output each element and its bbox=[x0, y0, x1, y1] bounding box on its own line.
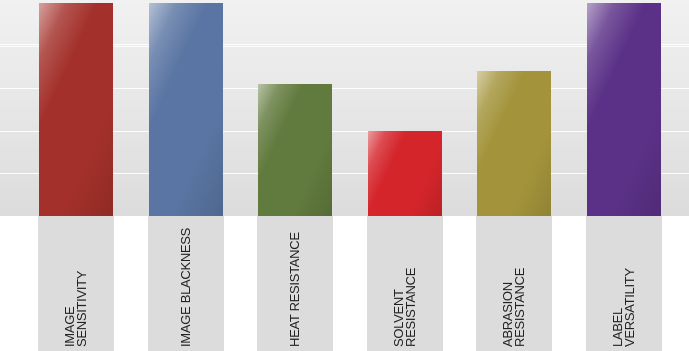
bar-gloss bbox=[587, 3, 661, 216]
category-label: LABEL VERSATILITY bbox=[610, 268, 637, 347]
gridline bbox=[0, 46, 689, 47]
bar-gloss bbox=[39, 3, 113, 216]
category-label: IMAGE SENSITIVITY bbox=[62, 270, 89, 347]
category-label-box: IMAGE SENSITIVITY bbox=[38, 216, 114, 351]
plot-area bbox=[0, 0, 689, 216]
category-label-box: IMAGE BLACKNESS bbox=[148, 216, 224, 351]
gridline bbox=[0, 88, 689, 89]
bar bbox=[368, 131, 442, 216]
category-label: ABRASION RESISTANCE bbox=[500, 267, 527, 347]
bar bbox=[477, 71, 551, 216]
category-label: SOLVENT RESISTANCE bbox=[391, 267, 418, 347]
gridline bbox=[0, 131, 689, 132]
bar bbox=[39, 3, 113, 216]
bar bbox=[149, 3, 223, 216]
bar-gloss bbox=[149, 3, 223, 216]
category-label: HEAT RESISTANCE bbox=[287, 232, 302, 347]
bar-gloss bbox=[258, 84, 332, 216]
category-label-box: SOLVENT RESISTANCE bbox=[367, 216, 443, 351]
gridline bbox=[0, 44, 689, 45]
bar-gloss bbox=[368, 131, 442, 216]
category-label-box: LABEL VERSATILITY bbox=[586, 216, 662, 351]
bar bbox=[587, 3, 661, 216]
category-label-box: ABRASION RESISTANCE bbox=[476, 216, 552, 351]
category-label: IMAGE BLACKNESS bbox=[178, 227, 193, 347]
bar-gloss bbox=[477, 71, 551, 216]
category-label-box: HEAT RESISTANCE bbox=[257, 216, 333, 351]
gridline bbox=[0, 173, 689, 174]
bar bbox=[258, 84, 332, 216]
